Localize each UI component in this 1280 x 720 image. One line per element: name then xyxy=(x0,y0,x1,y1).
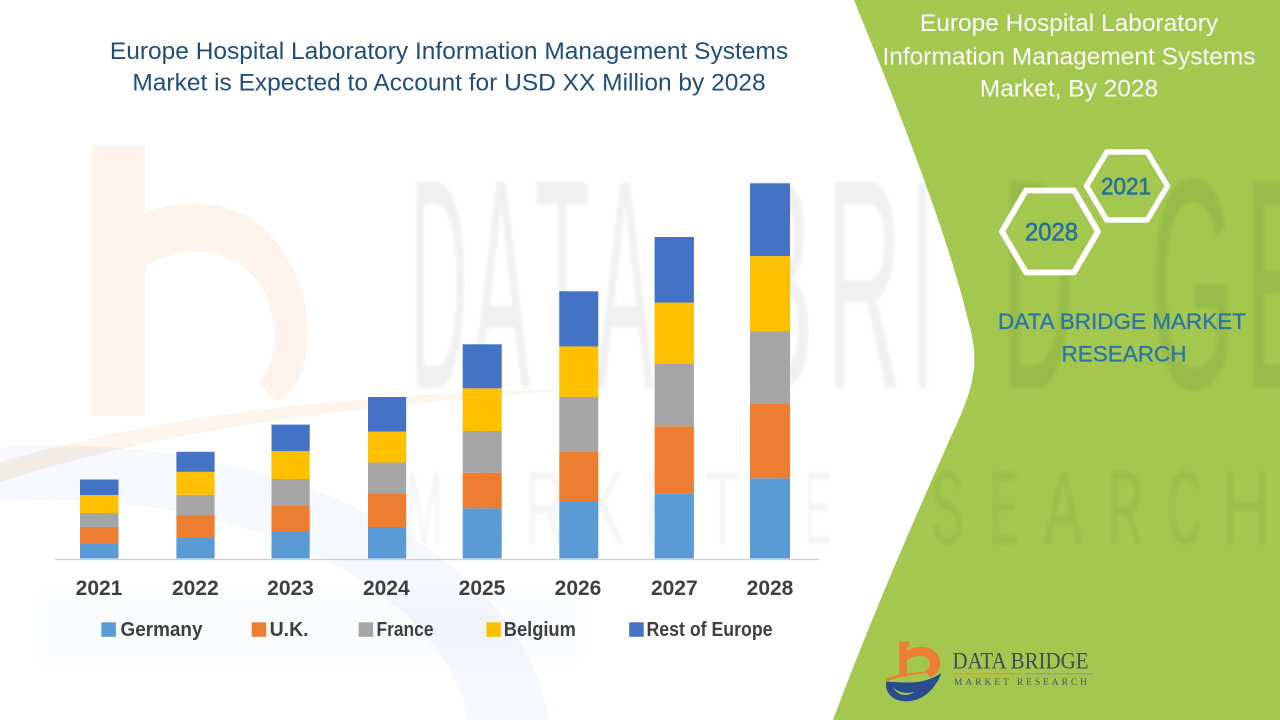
svg-text:2028: 2028 xyxy=(1025,219,1078,247)
svg-text:T: T xyxy=(705,450,741,567)
svg-text:U.K.: U.K. xyxy=(270,618,309,641)
svg-text:Market, By 2028: Market, By 2028 xyxy=(980,76,1158,103)
svg-text:2021: 2021 xyxy=(1101,173,1151,200)
svg-text:2026: 2026 xyxy=(555,577,602,600)
svg-text:E: E xyxy=(990,450,1018,567)
svg-text:I: I xyxy=(912,116,934,452)
svg-text:DATA BRIDGE MARKET: DATA BRIDGE MARKET xyxy=(998,309,1246,334)
svg-text:R: R xyxy=(1108,450,1143,567)
svg-text:M: M xyxy=(405,450,443,567)
svg-text:R: R xyxy=(826,116,902,452)
svg-text:2021: 2021 xyxy=(76,577,123,600)
svg-text:2025: 2025 xyxy=(459,577,506,600)
svg-text:2028: 2028 xyxy=(747,577,794,600)
svg-text:A: A xyxy=(1044,450,1082,567)
svg-text:2023: 2023 xyxy=(267,577,314,600)
svg-text:France: France xyxy=(377,618,434,641)
svg-text:D: D xyxy=(410,116,468,452)
svg-text:DATA BRIDGE: DATA BRIDGE xyxy=(953,649,1089,674)
svg-text:Belgium: Belgium xyxy=(504,618,576,641)
svg-text:MARKET RESEARCH: MARKET RESEARCH xyxy=(954,678,1087,688)
svg-text:Europe Hospital Laboratory Inf: Europe Hospital Laboratory Information M… xyxy=(110,38,788,65)
svg-text:G: G xyxy=(1150,116,1235,452)
svg-text:R: R xyxy=(525,450,565,567)
svg-text:Information Management Systems: Information Management Systems xyxy=(882,44,1255,71)
svg-text:Germany: Germany xyxy=(121,618,204,641)
svg-text:RESEARCH: RESEARCH xyxy=(1061,342,1186,367)
svg-text:A: A xyxy=(596,116,654,452)
svg-text:Market is Expected to Account: Market is Expected to Account for USD XX… xyxy=(132,70,765,97)
svg-text:Europe Hospital Laboratory: Europe Hospital Laboratory xyxy=(920,10,1219,37)
svg-text:E: E xyxy=(804,450,832,567)
svg-text:2022: 2022 xyxy=(172,577,219,600)
svg-text:2024: 2024 xyxy=(363,577,410,600)
svg-text:Rest of Europe: Rest of Europe xyxy=(647,618,773,641)
svg-text:S: S xyxy=(931,450,964,567)
svg-text:C: C xyxy=(1167,450,1202,567)
svg-text:D: D xyxy=(1002,116,1074,452)
svg-text:2027: 2027 xyxy=(651,577,698,600)
svg-text:E: E xyxy=(1245,116,1280,452)
svg-text:H: H xyxy=(1221,450,1271,567)
